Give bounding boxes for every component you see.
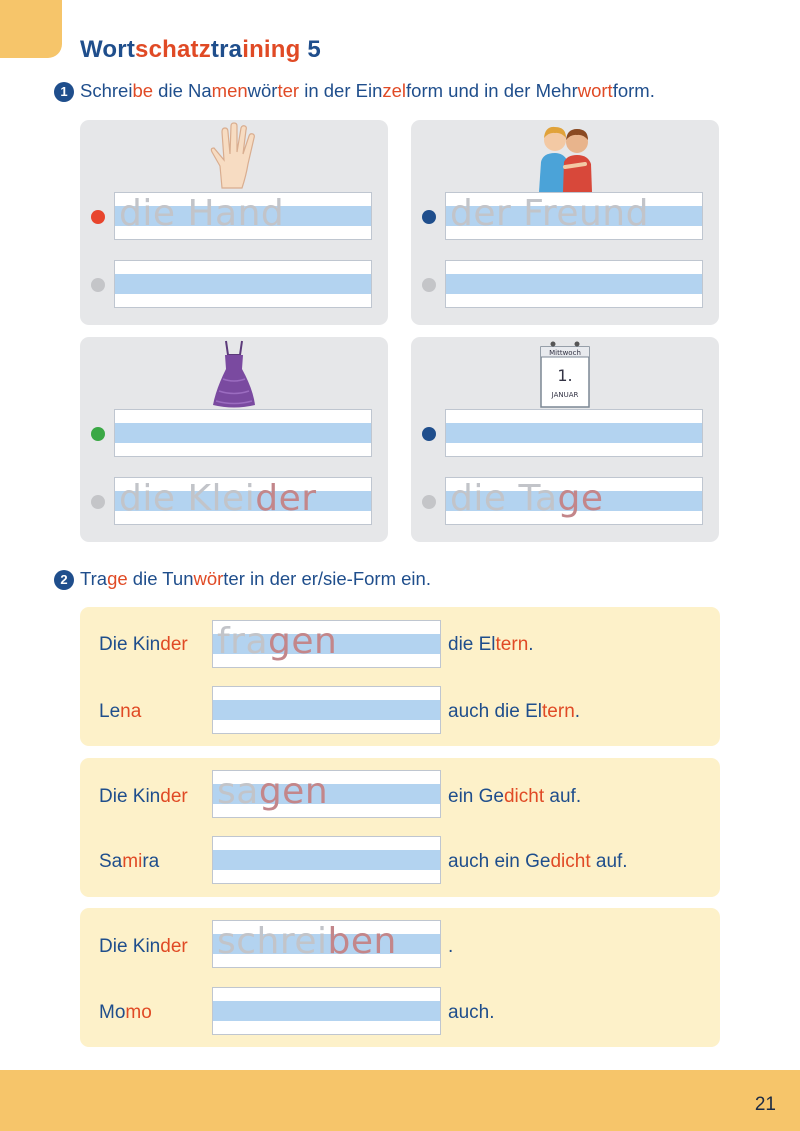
- footer-bar: [0, 1070, 800, 1131]
- page-title: Wortschatztraining 5: [80, 36, 321, 63]
- sentence-end: ein Gedicht auf.: [448, 786, 582, 807]
- sentence-panel-1: Die Kinder fragen die Eltern. Lena auch …: [80, 607, 720, 746]
- page-number: 21: [754, 1094, 776, 1115]
- writing-line-singular[interactable]: [114, 409, 372, 457]
- dress-icon: [209, 339, 259, 414]
- trace-text: die Hand: [119, 193, 285, 234]
- verb-line[interactable]: schreiben: [212, 920, 441, 968]
- verb-line[interactable]: fragen: [212, 620, 441, 668]
- sentence-start: Die Kinder: [99, 786, 188, 807]
- writing-line-plural[interactable]: die Kleider: [114, 477, 372, 525]
- card-day: Mittwoch 1. JANUAR die Tage: [411, 337, 719, 542]
- svg-text:JANUAR: JANUAR: [551, 391, 579, 399]
- sentence-end: .: [448, 936, 454, 957]
- writing-line-plural[interactable]: [114, 260, 372, 308]
- task-number-badge: 1: [54, 82, 74, 102]
- friends-icon: [525, 122, 605, 197]
- task-1-instruction: 1 Schreibe die Namenwörter in der Einzelf…: [54, 80, 655, 102]
- svg-text:Mittwoch: Mittwoch: [549, 349, 581, 357]
- task-number-badge: 2: [54, 570, 74, 590]
- sentence-start: Momo: [99, 1002, 152, 1023]
- hand-icon: [204, 122, 264, 197]
- dot-plural: [422, 278, 436, 292]
- sentence-start: Die Kinder: [99, 634, 188, 655]
- sentence-panel-3: Die Kinder schreiben . Momo auch.: [80, 908, 720, 1047]
- trace-text: die Tage: [450, 478, 604, 519]
- sentence-start: Die Kinder: [99, 936, 188, 957]
- dot-plural: [91, 278, 105, 292]
- trace-text: sagen: [217, 771, 329, 812]
- trace-text: fragen: [217, 621, 338, 662]
- trace-text: die Kleider: [119, 478, 317, 519]
- sentence-end: die Eltern.: [448, 634, 534, 655]
- dot-singular: [91, 427, 105, 441]
- verb-line[interactable]: sagen: [212, 770, 441, 818]
- sentence-start: Lena: [99, 701, 142, 722]
- card-hand: die Hand: [80, 120, 388, 325]
- dot-plural: [422, 495, 436, 509]
- card-friend: der Freund: [411, 120, 719, 325]
- sentence-end: auch ein Gedicht auf.: [448, 851, 628, 872]
- sentence-panel-2: Die Kinder sagen ein Gedicht auf. Samira…: [80, 758, 720, 897]
- writing-line-singular[interactable]: die Hand: [114, 192, 372, 240]
- card-dress: die Kleider: [80, 337, 388, 542]
- sentence-end: auch.: [448, 1002, 495, 1023]
- writing-line-plural[interactable]: die Tage: [445, 477, 703, 525]
- trace-text: schreiben: [217, 921, 397, 962]
- corner-tab: [0, 0, 62, 58]
- verb-line[interactable]: [212, 987, 441, 1035]
- sentence-end: auch die Eltern.: [448, 701, 581, 722]
- task-2-instruction: 2 Trage die Tunwörter in der er/sie-Form …: [54, 568, 431, 590]
- sentence-start: Samira: [99, 851, 160, 872]
- calendar-icon: Mittwoch 1. JANUAR: [537, 339, 593, 416]
- trace-text: der Freund: [450, 193, 649, 234]
- svg-text:1.: 1.: [557, 366, 572, 385]
- writing-line-plural[interactable]: [445, 260, 703, 308]
- dot-plural: [91, 495, 105, 509]
- verb-line[interactable]: [212, 686, 441, 734]
- dot-singular: [422, 427, 436, 441]
- dot-singular: [422, 210, 436, 224]
- writing-line-singular[interactable]: der Freund: [445, 192, 703, 240]
- verb-line[interactable]: [212, 836, 441, 884]
- writing-line-singular[interactable]: [445, 409, 703, 457]
- dot-singular: [91, 210, 105, 224]
